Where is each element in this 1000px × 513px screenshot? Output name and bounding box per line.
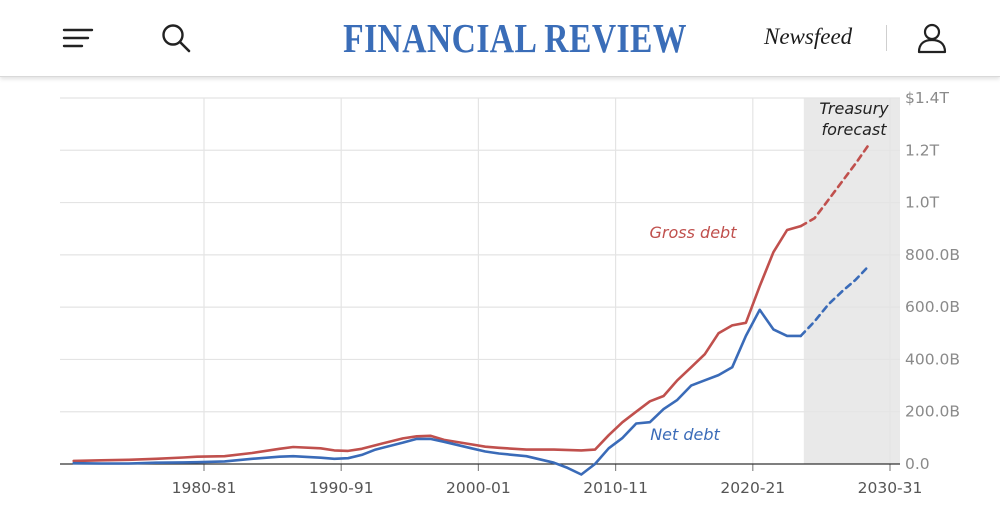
search-icon[interactable]: [158, 20, 194, 56]
series-label-gross-debt: Gross debt: [650, 223, 738, 242]
series-forecast-gross-debt: [799, 142, 871, 228]
y-tick-label: 1.2T: [905, 141, 940, 159]
x-tick-label: 1990-91: [309, 479, 374, 497]
chart-series: [72, 142, 871, 476]
series-line-gross-debt: [72, 224, 803, 463]
y-tick-label: $1.4T: [905, 89, 950, 107]
forecast-band: [803, 98, 900, 464]
x-tick-label: 2030-31: [858, 479, 923, 497]
newsfeed-link[interactable]: Newsfeed: [764, 24, 853, 49]
x-tick-label: 2000-01: [446, 479, 511, 497]
x-tick-label: 2020-21: [720, 479, 785, 497]
series-line-net-debt: [72, 308, 803, 476]
site-header: FINANCIAL REVIEW Newsfeed: [0, 0, 1000, 77]
y-tick-label: 0.0: [905, 455, 930, 473]
y-tick-label: 400.0B: [905, 350, 960, 368]
y-tick-label: 600.0B: [905, 298, 960, 316]
forecast-label-line: forecast: [821, 120, 887, 139]
y-tick-label: 200.0B: [905, 403, 960, 421]
forecast-band-rect: [803, 98, 900, 464]
x-tick-label: 2010-11: [583, 479, 648, 497]
header-divider: [886, 25, 887, 51]
x-tick-label: 1980-81: [172, 479, 237, 497]
forecast-label: Treasury forecast: [819, 99, 889, 139]
chart-grid: [60, 97, 900, 471]
menu-icon[interactable]: [60, 24, 96, 54]
forecast-label-line: Treasury: [819, 99, 889, 118]
chart-labels: Treasury forecast 0.0 200.0B 400.0B 600.0B 800…: [172, 89, 960, 497]
debt-line-chart: Treasury forecast 0.0 200.0B 400.0B 600.0B 800…: [60, 89, 960, 497]
user-icon[interactable]: [914, 20, 950, 56]
y-tick-label: 1.0T: [905, 194, 940, 212]
site-logo[interactable]: FINANCIAL REVIEW: [343, 15, 687, 61]
y-tick-label: 800.0B: [905, 246, 960, 264]
series-label-net-debt: Net debt: [650, 425, 720, 444]
series-forecast-net-debt: [799, 264, 871, 338]
